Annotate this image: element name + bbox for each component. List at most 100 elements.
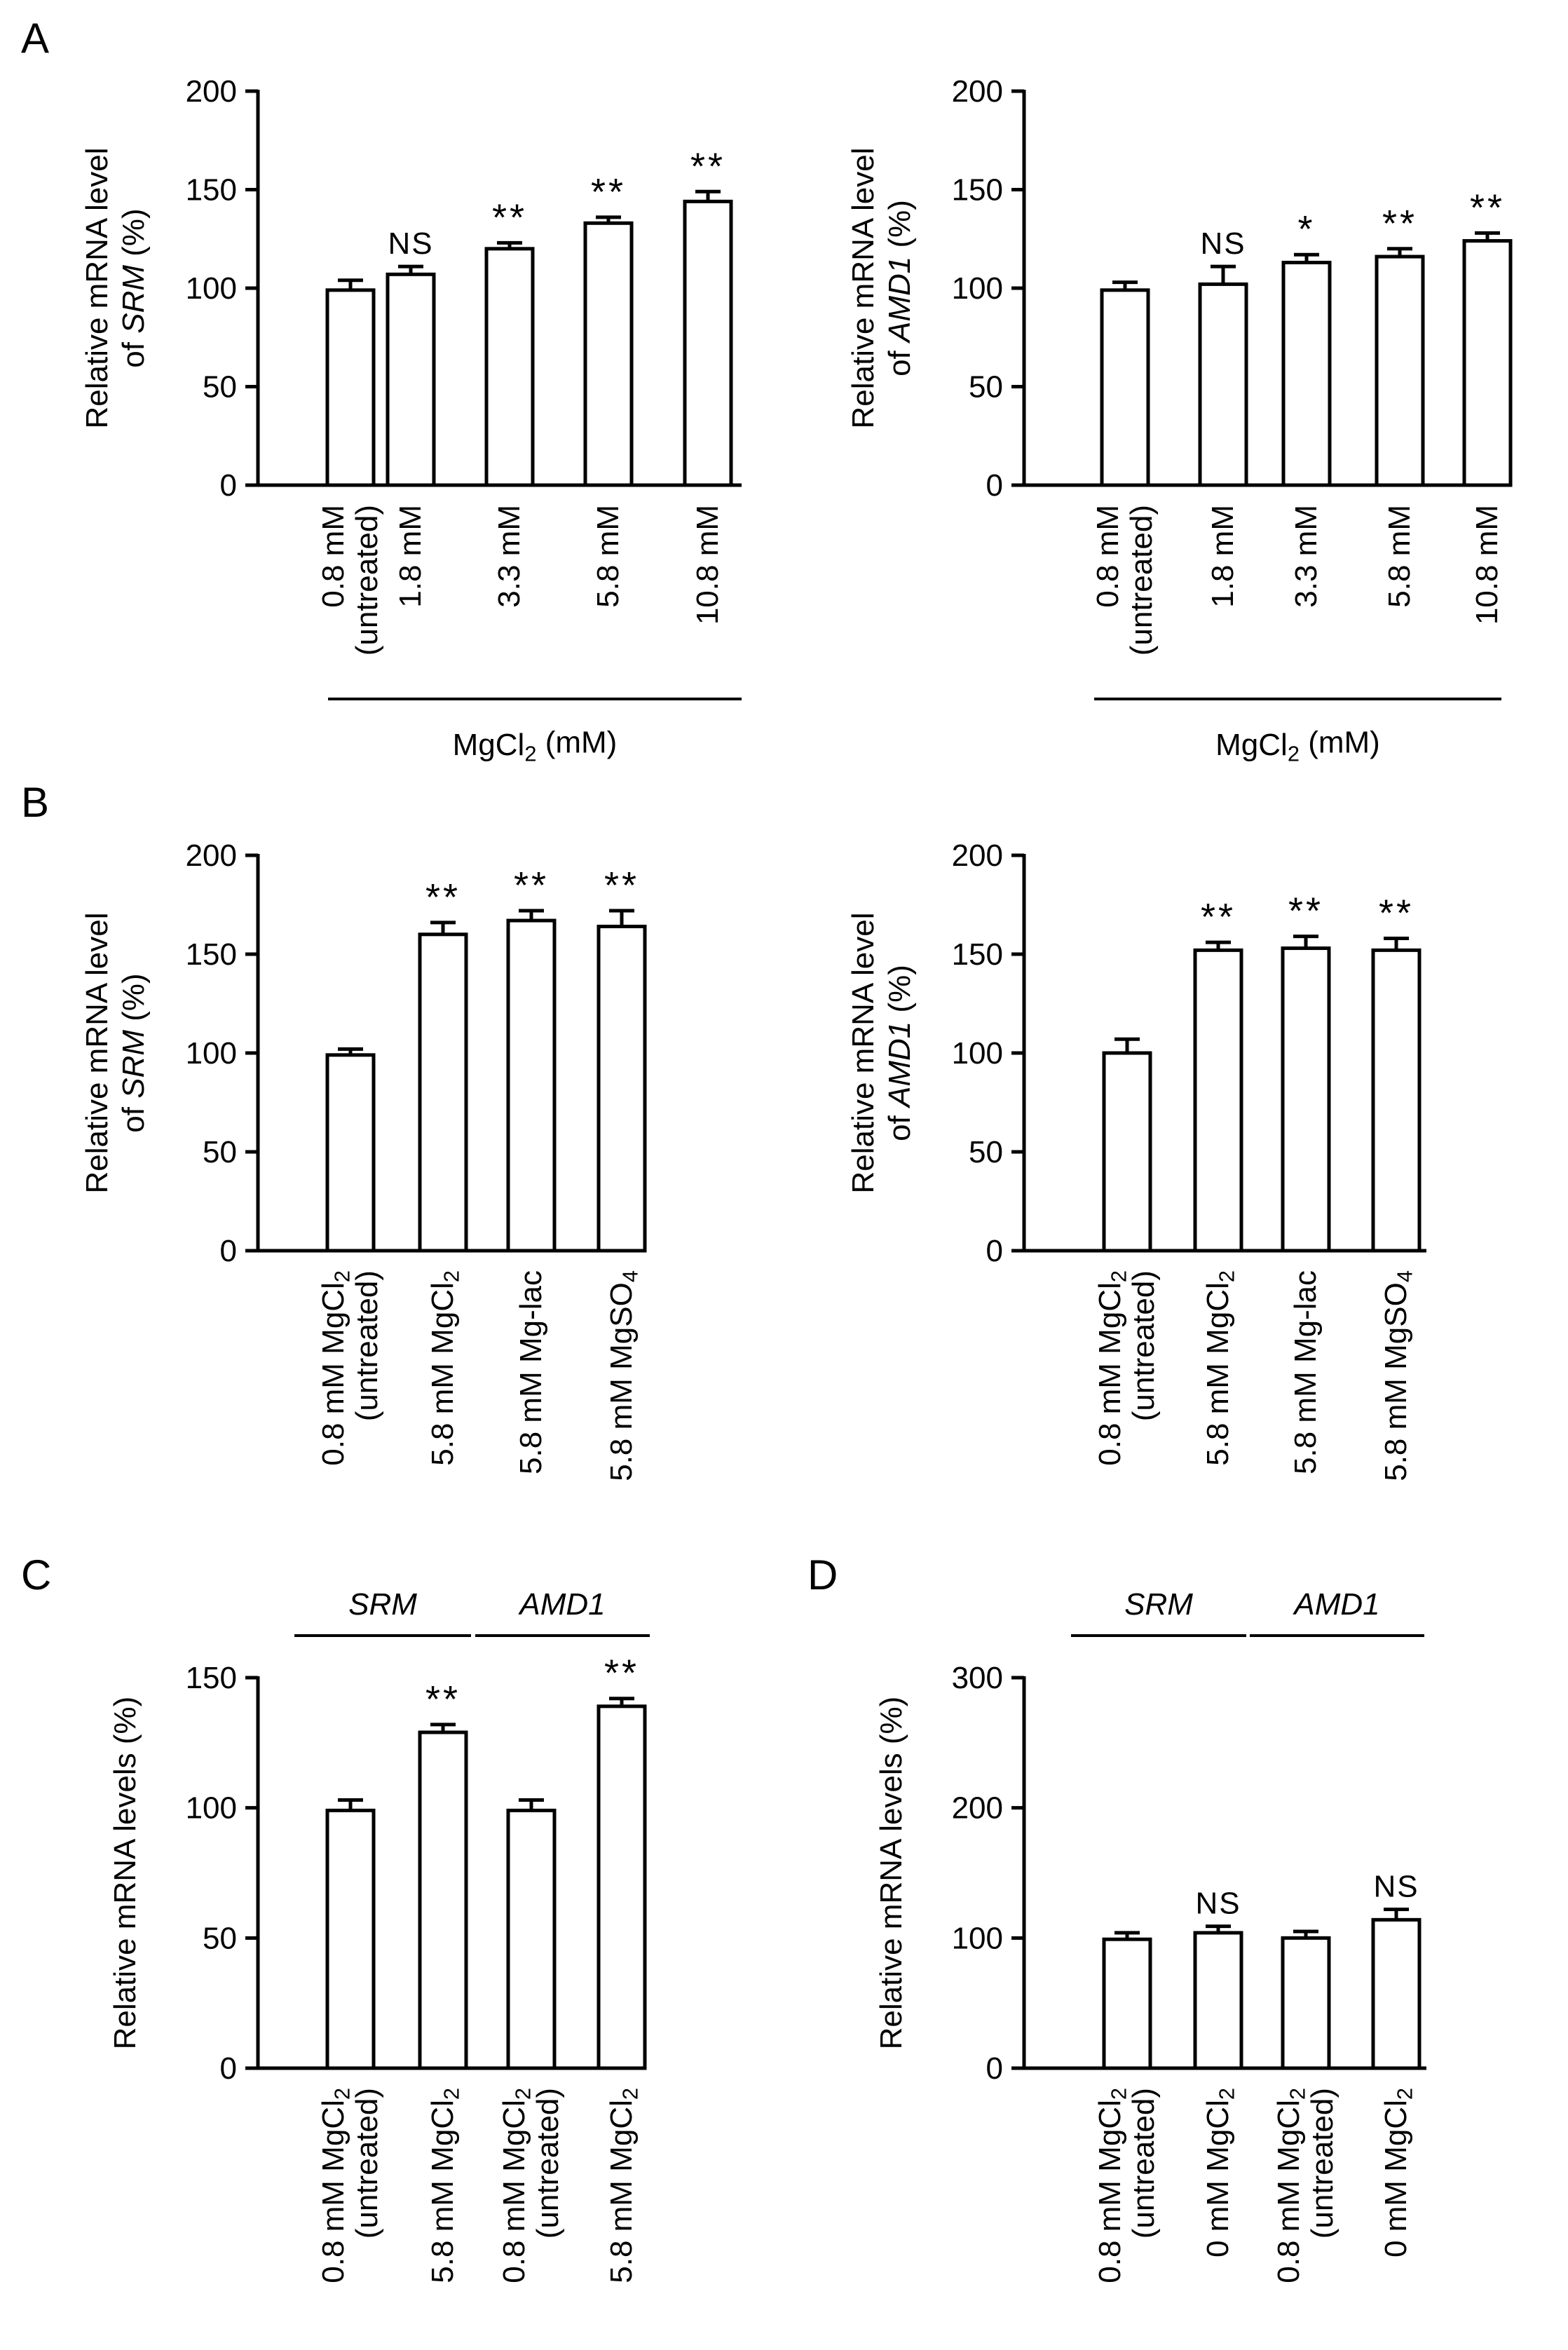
y-tick-label: 0 [986,2051,1003,2086]
x-tick-label: (untreated) [1305,2088,1339,2239]
x-tick-label: (untreated) [1126,1270,1161,1421]
bar [1102,1937,1152,2070]
x-tick-label: 1.8 mM [393,505,428,608]
y-tick-label: 50 [969,370,1003,405]
y-axis-label: Relative mRNA level [80,912,114,1193]
significance-label: NS [1200,226,1246,261]
y-tick-label: 50 [203,370,237,405]
y-tick-label: 200 [952,1791,1003,1826]
x-tick-label: 5.8 mM MgCl2​ [425,2088,464,2283]
y-tick-label: 200 [186,838,237,873]
chart-d-5: 0 100 200 300 Relative mRNA levels (%) 0.8 mM… [874,1587,1426,2283]
significance-label: ** [1288,890,1323,932]
x-tick-label: 0.8 mM MgCl2​ [1272,2088,1310,2283]
x-tick-label: 0 mM MgCl2​ [1201,2088,1239,2257]
chart-b-3: 0 50 100 150 200 Relative mRNA level of AMD1 (… [846,838,1426,1481]
bar [1462,239,1513,487]
chart-a-1: 0 50 100 150 200 Relative mRNA level of AMD1 (… [846,74,1513,766]
x-tick-label: 5.8 mM MgCl2​ [1201,1270,1239,1466]
x-tick-label: 0.8 mM [316,505,350,608]
significance-label: ** [425,1678,461,1720]
x-tick-label: 0.8 mM MgCl2​ [1093,2088,1131,2283]
y-tick-label: 0 [986,468,1003,503]
significance-label: ** [690,145,725,187]
x-group-label: MgCl2​ (mM) [1215,725,1380,766]
chart-a-0: 0 50 100 150 200 Relative mRNA level of SRM (%… [80,74,742,766]
bar [418,1730,468,2070]
y-tick-label: 100 [952,1036,1003,1071]
x-tick-label: (untreated) [350,2088,384,2239]
y-tick-label: 150 [952,173,1003,208]
y-axis-label: of AMD1 (%) [882,965,917,1141]
y-axis-label: of SRM (%) [116,973,151,1132]
significance-label: ** [604,1652,639,1694]
significance-label: NS [1195,1887,1241,1921]
y-tick-label: 50 [969,1135,1003,1169]
x-tick-label: 0.8 mM MgCl2​ [497,2088,536,2283]
bar [1100,288,1150,487]
y-axis-label: Relative mRNA levels (%) [874,1697,908,2050]
bar [596,1704,647,2070]
x-tick-label: 5.8 mM Mg-lac [514,1270,548,1474]
y-tick-label: 150 [186,173,237,208]
x-tick-label: 5.8 mM [591,505,625,608]
significance-label: ** [1201,896,1236,938]
bar [1281,946,1331,1253]
x-tick-label: 0.8 mM MgCl2​ [1093,1270,1131,1466]
y-tick-label: 100 [952,271,1003,306]
significance-label: NS [388,226,433,261]
significance-label: ** [1379,892,1414,934]
y-tick-label: 100 [952,1921,1003,1955]
x-tick-label: (untreated) [1124,505,1159,656]
panel-letter-a: A [21,15,49,62]
x-group-label: MgCl2​ (mM) [453,725,618,766]
x-tick-label: 0.8 mM MgCl2​ [316,1270,355,1466]
x-tick-label: 5.8 mM MgSO4​ [1379,1270,1417,1481]
x-tick-label: 0.8 mM [1091,505,1125,608]
bar [506,918,557,1253]
bar [596,925,647,1253]
bar [1371,1917,1422,2070]
bar [1102,1051,1152,1253]
chart-c-4: 0 50 100 150 Relative mRNA levels (%) 0.8 mM … [108,1587,650,2283]
significance-label: * [1297,208,1315,250]
bar [418,932,468,1253]
bar [484,247,535,487]
gene-group-label: AMD1 [517,1587,605,1622]
y-tick-label: 100 [186,1036,237,1071]
bar [1371,948,1422,1253]
x-tick-label: 0.8 mM MgCl2​ [316,2088,355,2283]
bar [1193,948,1243,1253]
bar [1198,282,1248,487]
y-tick-label: 150 [186,1661,237,1695]
y-tick-label: 200 [952,74,1003,109]
y-tick-label: 100 [186,271,237,306]
y-tick-label: 50 [203,1135,237,1169]
y-tick-label: 200 [186,74,237,109]
y-tick-label: 200 [952,838,1003,873]
y-tick-label: 0 [220,1234,237,1268]
significance-label: ** [1382,203,1417,245]
x-tick-label: 1.8 mM [1206,505,1240,608]
y-tick-label: 150 [186,937,237,972]
bar [325,1053,376,1253]
y-axis-label: Relative mRNA level [80,147,114,428]
bar [325,288,376,487]
y-axis-label: Relative mRNA levels (%) [108,1697,142,2050]
x-tick-label: (untreated) [350,505,384,656]
significance-label: ** [604,864,639,906]
y-axis-label: Relative mRNA level [846,912,880,1193]
x-tick-label: 5.8 mM MgCl2​ [425,1270,464,1466]
y-tick-label: 150 [952,937,1003,972]
gene-group-label: AMD1 [1292,1587,1379,1622]
bar [1375,254,1425,487]
panel-letter-b: B [21,779,49,826]
x-tick-label: (untreated) [350,1270,384,1421]
y-axis-label: Relative mRNA level [846,147,880,428]
significance-label: NS [1373,1869,1419,1903]
panel-letter-c: C [21,1551,51,1598]
x-tick-label: 5.8 mM MgSO4​ [604,1270,643,1481]
y-axis-label: of AMD1 (%) [882,200,917,376]
x-tick-label: 5.8 mM MgCl2​ [604,2088,643,2283]
y-tick-label: 0 [220,468,237,503]
